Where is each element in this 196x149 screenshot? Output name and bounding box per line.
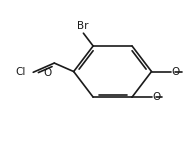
Text: Cl: Cl (15, 67, 26, 77)
Text: O: O (171, 67, 180, 77)
Text: O: O (44, 68, 52, 78)
Text: Br: Br (77, 21, 88, 31)
Text: O: O (152, 92, 160, 102)
